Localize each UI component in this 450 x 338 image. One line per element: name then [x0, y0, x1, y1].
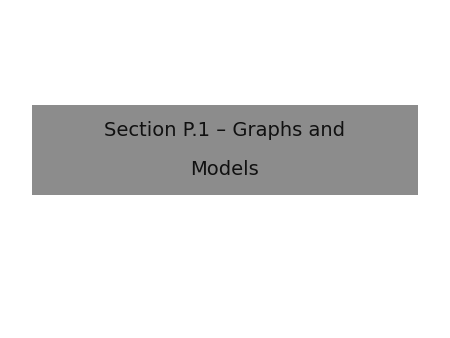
Text: Models: Models — [191, 160, 259, 179]
Text: Section P.1 – Graphs and: Section P.1 – Graphs and — [104, 121, 346, 140]
Bar — [32, 105, 418, 195]
